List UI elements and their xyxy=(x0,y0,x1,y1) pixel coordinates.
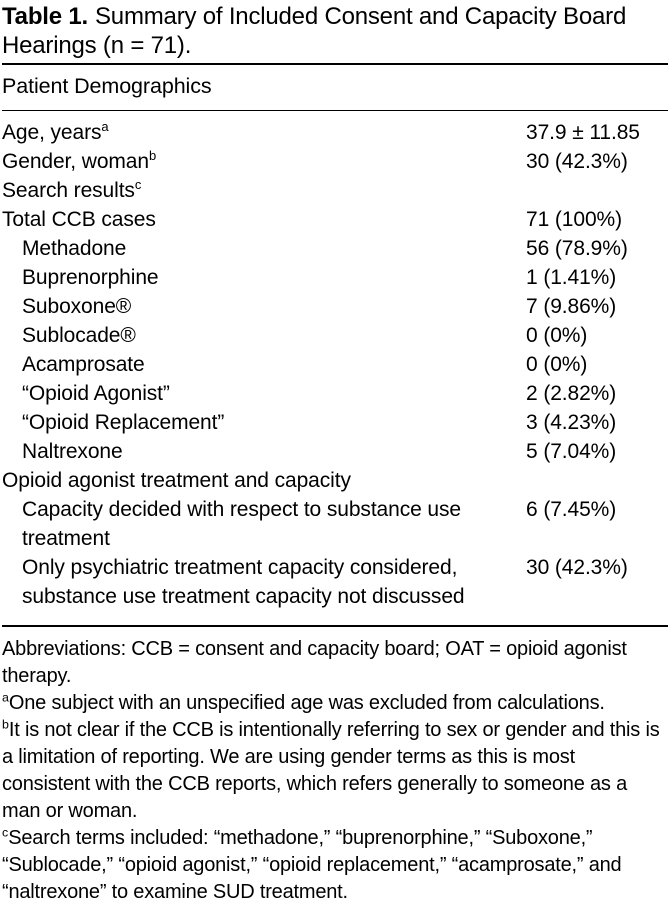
table-row: Only psychiatric treatment capacity cons… xyxy=(2,553,668,611)
table-row: Search resultsc xyxy=(2,176,668,205)
row-label-text: Gender, woman xyxy=(2,150,149,173)
row-value: 30 (42.3%) xyxy=(526,150,628,173)
row-label: Gender, womanb xyxy=(2,147,668,176)
table-body: Age, yearsa 37.9 ± 11.85 Gender, womanb … xyxy=(2,111,668,625)
row-label-text: Sublocade® xyxy=(22,324,136,347)
table-title: Table 1. Summary of Included Consent and … xyxy=(2,2,650,60)
footnote-text: It is not clear if the CCB is intentiona… xyxy=(2,719,660,822)
table-row: “Opioid Agonist” 2 (2.82%) xyxy=(2,379,668,408)
table-footnotes: Abbreviations: CCB = consent and capacit… xyxy=(2,636,668,906)
row-label-text: Search results xyxy=(2,179,135,202)
table-rule-bottom xyxy=(2,625,668,627)
table-row: Opioid agonist treatment and capacity xyxy=(2,466,668,495)
row-label-text: Capacity decided with respect to substan… xyxy=(22,498,461,521)
row-label-text: “Opioid Replacement” xyxy=(22,411,225,434)
row-value: 56 (78.9%) xyxy=(526,237,628,260)
row-label: Naltrexone xyxy=(2,437,668,466)
row-value: 6 (7.45%) xyxy=(526,498,617,521)
row-label: Capacity decided with respect to substan… xyxy=(2,495,668,553)
footnote-abbreviations: Abbreviations: CCB = consent and capacit… xyxy=(2,636,668,690)
footnote-marker: b xyxy=(2,717,9,732)
table-row: Naltrexone 5 (7.04%) xyxy=(2,437,668,466)
footnote-marker: c xyxy=(134,177,142,192)
row-label-text: Suboxone® xyxy=(22,295,132,318)
footnote-text: One subject with an unspecified age was … xyxy=(8,692,605,714)
row-label: “Opioid Replacement” xyxy=(2,408,668,437)
table-row: Suboxone® 7 (9.86%) xyxy=(2,292,668,321)
row-label: “Opioid Agonist” xyxy=(2,379,668,408)
row-label-text: Acamprosate xyxy=(22,353,145,376)
row-label: Age, yearsa xyxy=(2,118,668,147)
footnote-marker: a xyxy=(101,119,109,134)
row-value: 3 (4.23%) xyxy=(526,411,617,434)
footnote-marker: c xyxy=(2,825,9,840)
row-label-text: Total CCB cases xyxy=(2,208,156,231)
table-row: Buprenorphine 1 (1.41%) xyxy=(2,263,668,292)
footnote-text: Abbreviations: CCB = consent and capacit… xyxy=(2,638,627,687)
row-label: Acamprosate xyxy=(2,350,668,379)
footnote-text: Search terms included: “methadone,” “bup… xyxy=(2,827,622,903)
table-row: Capacity decided with respect to substan… xyxy=(2,495,668,553)
row-value: 0 (0%) xyxy=(526,353,588,376)
row-label-text: Opioid agonist treatment and capacity xyxy=(2,469,351,492)
footnote-b: bIt is not clear if the CCB is intention… xyxy=(2,717,668,825)
footnote-marker: b xyxy=(148,148,157,163)
table-row: Methadone 56 (78.9%) xyxy=(2,234,668,263)
row-label: Only psychiatric treatment capacity cons… xyxy=(2,553,668,611)
row-value: 30 (42.3%) xyxy=(526,556,628,579)
table-rule-top xyxy=(2,63,668,65)
table-row: Sublocade® 0 (0%) xyxy=(2,321,668,350)
table-row: Age, yearsa 37.9 ± 11.85 xyxy=(2,118,668,147)
row-label: Search resultsc xyxy=(2,176,668,205)
footnote-c: cSearch terms included: “methadone,” “bu… xyxy=(2,825,668,906)
row-label-text: Only psychiatric treatment capacity cons… xyxy=(22,556,458,579)
row-label-line2: treatment xyxy=(22,527,110,550)
table-row: Total CCB cases 71 (100%) xyxy=(2,205,668,234)
row-label-line2: substance use treatment capacity not dis… xyxy=(22,585,465,608)
table-row: Gender, womanb 30 (42.3%) xyxy=(2,147,668,176)
row-label-text: Methadone xyxy=(22,237,127,260)
row-value: 37.9 ± 11.85 xyxy=(526,121,640,144)
table-row: Acamprosate 0 (0%) xyxy=(2,350,668,379)
row-label: Suboxone® xyxy=(2,292,668,321)
row-label: Opioid agonist treatment and capacity xyxy=(2,466,668,495)
row-value: 2 (2.82%) xyxy=(526,382,617,405)
row-value: 0 (0%) xyxy=(526,324,588,347)
table-column-header: Patient Demographics xyxy=(2,74,212,98)
row-label: Methadone xyxy=(2,234,668,263)
row-value: 1 (1.41%) xyxy=(526,266,617,289)
table-number: Table 1. xyxy=(2,3,88,30)
row-label: Sublocade® xyxy=(2,321,668,350)
footnote-a: aOne subject with an unspecified age was… xyxy=(2,690,668,717)
row-label-text: Age, years xyxy=(2,121,102,144)
row-label: Total CCB cases xyxy=(2,205,668,234)
table-row: “Opioid Replacement” 3 (4.23%) xyxy=(2,408,668,437)
row-label-text: Buprenorphine xyxy=(22,266,159,289)
row-value: 71 (100%) xyxy=(526,208,622,231)
row-label-text: Naltrexone xyxy=(22,440,123,463)
table-caption: Summary of Included Consent and Capacity… xyxy=(2,3,627,59)
table-rule-header xyxy=(2,110,668,111)
footnote-marker: a xyxy=(2,690,9,705)
row-label-text: “Opioid Agonist” xyxy=(22,382,170,405)
row-value: 5 (7.04%) xyxy=(526,440,617,463)
row-label: Buprenorphine xyxy=(2,263,668,292)
row-value: 7 (9.86%) xyxy=(526,295,617,318)
